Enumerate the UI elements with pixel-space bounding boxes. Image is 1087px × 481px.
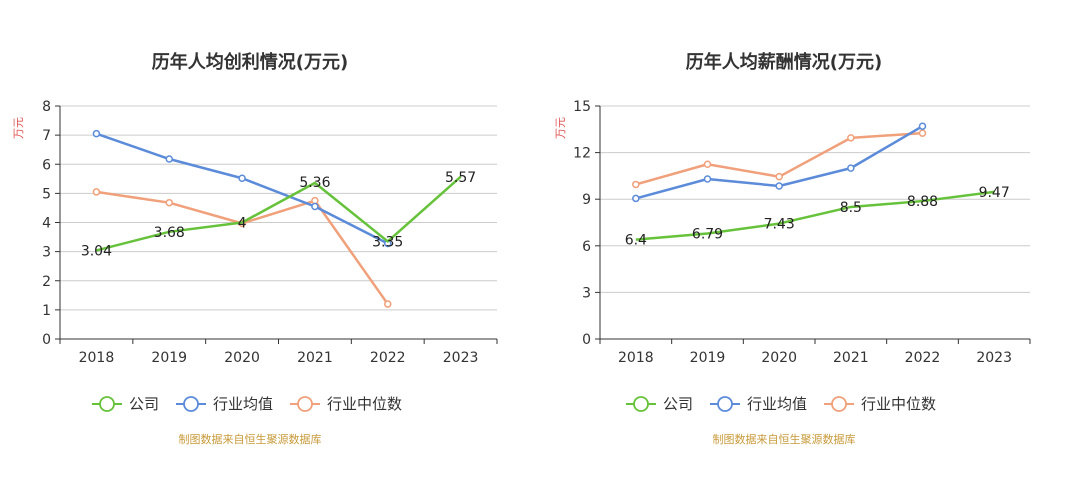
x-tick-label: 2019 bbox=[151, 350, 187, 366]
x-tick-label: 2019 bbox=[690, 350, 726, 366]
data-label: 3.68 bbox=[154, 225, 185, 241]
y-tick-label: 3 bbox=[42, 245, 51, 261]
data-label: 7.43 bbox=[764, 217, 795, 233]
legend-item-3[interactable]: 行业中位数 bbox=[824, 395, 936, 413]
data-point[interactable] bbox=[632, 194, 640, 203]
legend-marker-icon bbox=[717, 396, 733, 412]
x-tick-label: 2018 bbox=[79, 350, 115, 366]
legend-item-3[interactable]: 行业中位数 bbox=[290, 395, 402, 413]
legend-item-1[interactable]: 公司 bbox=[626, 395, 693, 413]
chart-title: 历年人均薪酬情况(万元) bbox=[686, 51, 882, 73]
data-label: 8.88 bbox=[907, 194, 938, 210]
data-label: 9.47 bbox=[979, 185, 1010, 201]
y-tick-label: 8 bbox=[42, 99, 51, 115]
data-label: 5.36 bbox=[299, 175, 330, 191]
x-tick-label: 2023 bbox=[976, 350, 1012, 366]
x-tick-label: 2020 bbox=[761, 350, 797, 366]
y-axis-unit: 万元 bbox=[12, 117, 25, 139]
data-point[interactable] bbox=[775, 182, 783, 190]
x-tick-label: 2022 bbox=[370, 350, 406, 366]
data-point[interactable] bbox=[918, 122, 927, 130]
legend-label: 公司 bbox=[129, 395, 159, 413]
x-tick-label: 2020 bbox=[224, 350, 260, 366]
y-tick-label: 0 bbox=[582, 332, 591, 348]
data-point[interactable] bbox=[311, 202, 319, 211]
data-point[interactable] bbox=[238, 174, 246, 182]
y-axis-unit: 万元 bbox=[554, 117, 567, 139]
legend-marker-icon bbox=[99, 396, 115, 412]
data-label: 3.04 bbox=[81, 243, 112, 259]
data-point[interactable] bbox=[703, 160, 712, 168]
data-point[interactable] bbox=[384, 300, 392, 308]
y-tick-label: 4 bbox=[42, 216, 51, 232]
data-point[interactable] bbox=[847, 134, 855, 142]
legend-marker-icon bbox=[297, 396, 313, 412]
chart-1: 历年人均创利情况(万元) 万元 0 1 2 3 4 5 6 7 8 2018 2019 2020 2021 2… bbox=[12, 51, 498, 446]
data-source-note: 制图数据来自恒生聚源数据库 bbox=[713, 432, 856, 446]
data-source-note: 制图数据来自恒生聚源数据库 bbox=[179, 432, 322, 446]
y-tick-label: 15 bbox=[573, 99, 591, 115]
data-point[interactable] bbox=[847, 164, 855, 172]
data-label: 3.35 bbox=[372, 234, 403, 250]
y-tick-label: 5 bbox=[42, 186, 51, 202]
y-tick-label: 6 bbox=[42, 157, 51, 173]
data-label: 6.4 bbox=[625, 233, 647, 249]
y-tick-label: 12 bbox=[573, 146, 591, 162]
legend-label: 行业均值 bbox=[747, 395, 807, 413]
data-point[interactable] bbox=[918, 129, 927, 137]
data-label: 5.57 bbox=[445, 170, 476, 186]
legend-label: 行业中位数 bbox=[861, 395, 936, 413]
y-tick-label: 3 bbox=[582, 285, 591, 301]
data-label: 8.5 bbox=[840, 200, 862, 216]
legend-item-2[interactable]: 行业均值 bbox=[710, 395, 807, 413]
legend-item-1[interactable]: 公司 bbox=[92, 395, 159, 413]
chart-2: 历年人均薪酬情况(万元) 万元 0 3 6 9 12 15 2018 2019 2020 2021 20… bbox=[554, 51, 1031, 446]
x-tick-label: 2018 bbox=[618, 350, 654, 366]
series-line-1 bbox=[96, 175, 462, 252]
data-point[interactable] bbox=[703, 175, 712, 183]
data-point[interactable] bbox=[775, 172, 783, 181]
x-tick-label: 2021 bbox=[297, 350, 333, 366]
y-tick-label: 2 bbox=[42, 274, 51, 290]
legend-marker-icon bbox=[831, 396, 847, 412]
data-label: 6.79 bbox=[692, 227, 723, 243]
data-point[interactable] bbox=[92, 188, 101, 196]
legend-item-2[interactable]: 行业均值 bbox=[176, 395, 273, 413]
data-point[interactable] bbox=[92, 129, 101, 138]
y-tick-label: 0 bbox=[42, 332, 51, 348]
x-tick-label: 2021 bbox=[833, 350, 869, 366]
data-point[interactable] bbox=[632, 180, 640, 189]
data-label: 4 bbox=[238, 216, 247, 232]
legend-marker-icon bbox=[183, 396, 199, 412]
legend-label: 行业中位数 bbox=[327, 395, 402, 413]
series-line-1 bbox=[635, 190, 995, 241]
y-tick-label: 1 bbox=[42, 303, 51, 319]
legend-marker-icon bbox=[633, 396, 649, 412]
legend-label: 行业均值 bbox=[213, 395, 273, 413]
x-tick-label: 2022 bbox=[905, 350, 941, 366]
y-tick-label: 9 bbox=[582, 192, 591, 208]
series-line-3 bbox=[96, 190, 389, 305]
y-tick-label: 6 bbox=[582, 239, 591, 255]
x-tick-label: 2023 bbox=[443, 350, 479, 366]
y-tick-label: 7 bbox=[42, 128, 51, 144]
legend-label: 公司 bbox=[663, 395, 693, 413]
chart-title: 历年人均创利情况(万元) bbox=[152, 51, 348, 73]
data-point[interactable] bbox=[165, 198, 173, 207]
data-point[interactable] bbox=[165, 155, 173, 163]
